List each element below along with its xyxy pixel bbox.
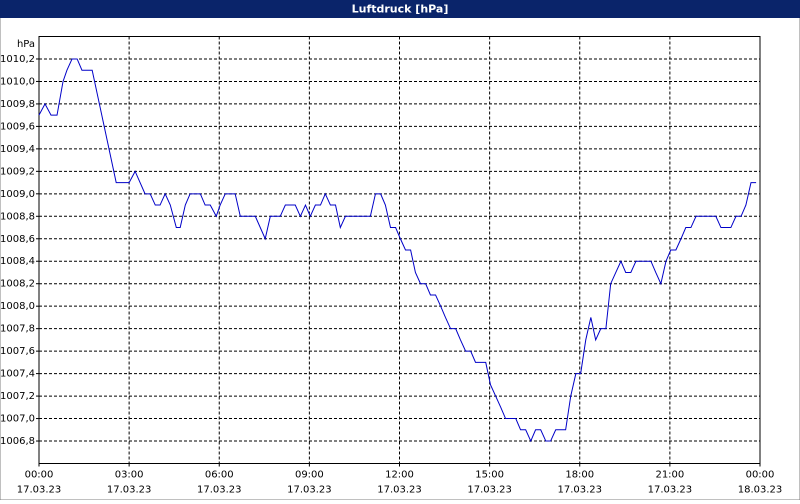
x-tick-date: 17.03.23	[197, 485, 242, 496]
x-tick-label: 00:00	[746, 470, 775, 481]
x-tick-date: 17.03.23	[377, 485, 422, 496]
y-tick-label: 1008,2	[0, 279, 35, 290]
y-tick-label: 1009,0	[0, 189, 35, 200]
y-tick-label: 1010,2	[0, 54, 35, 65]
x-tick-label: 00:00	[25, 470, 54, 481]
y-tick-label: 1007,8	[0, 324, 35, 335]
x-tick-label: 03:00	[115, 470, 144, 481]
y-tick-label: 1008,4	[0, 256, 35, 267]
y-tick-label: 1010,0	[0, 76, 35, 87]
y-tick-label: 1009,2	[0, 166, 35, 177]
y-tick-label: 1006,8	[0, 436, 35, 447]
data-line	[38, 58, 757, 443]
chart-title: Luftdruck [hPa]	[352, 3, 449, 16]
x-tick-date: 17.03.23	[287, 485, 332, 496]
y-tick-label: 1008,8	[0, 211, 35, 222]
x-tick-date: 17.03.23	[17, 485, 62, 496]
y-tick-label: 1007,0	[0, 414, 35, 425]
y-tick-label: 1009,8	[0, 99, 35, 110]
y-tick-label: 1007,6	[0, 346, 35, 357]
title-bar	[0, 0, 800, 18]
x-tick-date: 18.03.23	[738, 485, 783, 496]
x-tick-date: 17.03.23	[648, 485, 693, 496]
x-tick-date: 17.03.23	[107, 485, 152, 496]
y-tick-label: 1009,4	[0, 144, 35, 155]
x-tick-label: 15:00	[475, 470, 504, 481]
x-tick-date: 17.03.23	[557, 485, 602, 496]
y-tick-label: 1007,2	[0, 391, 35, 402]
y-axis-label: hPa	[17, 39, 35, 50]
y-tick-label: 1008,0	[0, 301, 35, 312]
x-tick-label: 18:00	[565, 470, 594, 481]
y-tick-label: 1007,4	[0, 369, 35, 380]
y-tick-label: 1009,6	[0, 121, 35, 132]
x-tick-label: 09:00	[295, 470, 324, 481]
x-tick-label: 21:00	[655, 470, 684, 481]
x-tick-label: 12:00	[385, 470, 414, 481]
x-tick-label: 06:00	[205, 470, 234, 481]
x-tick-date: 17.03.23	[467, 485, 512, 496]
y-tick-label: 1008,6	[0, 234, 35, 245]
